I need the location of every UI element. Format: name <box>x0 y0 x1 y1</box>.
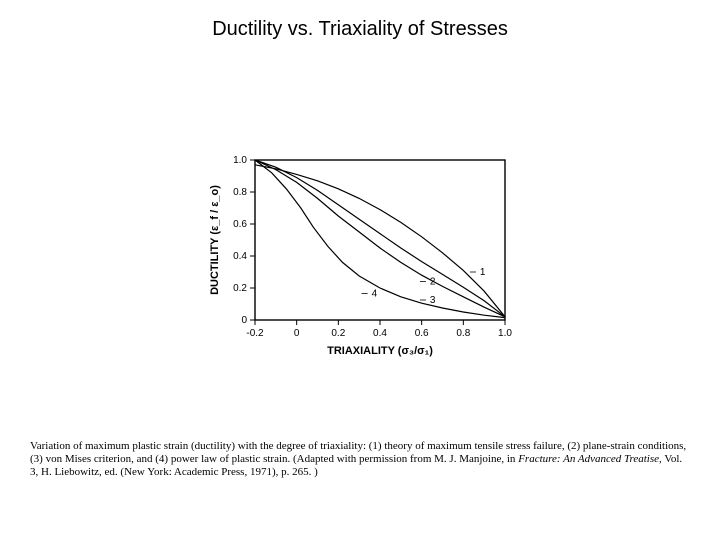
page-title: Ductility vs. Triaxiality of Stresses <box>0 18 720 41</box>
svg-text:0.4: 0.4 <box>233 251 247 262</box>
figure-caption: Variation of maximum plastic strain (duc… <box>30 440 690 480</box>
ductility-chart: -0.2 0 0.2 0.4 0.6 0.8 1.0 0 0.2 0.4 0.6 0.8 1.0 TRIA… <box>200 150 520 370</box>
svg-text:1: 1 <box>480 267 486 278</box>
svg-text:0: 0 <box>294 328 300 339</box>
svg-text:0.8: 0.8 <box>456 328 470 339</box>
svg-text:0.6: 0.6 <box>415 328 429 339</box>
svg-text:4: 4 <box>372 289 378 300</box>
svg-text:1.0: 1.0 <box>498 328 512 339</box>
svg-text:0.4: 0.4 <box>373 328 387 339</box>
svg-text:0.6: 0.6 <box>233 219 247 230</box>
caption-italic: Fracture: An Advanced Treatise <box>518 453 659 465</box>
svg-text:1.0: 1.0 <box>233 155 247 166</box>
svg-text:0.2: 0.2 <box>331 328 345 339</box>
svg-text:TRIAXIALITY (σ₃/σ₁): TRIAXIALITY (σ₃/σ₁) <box>327 345 433 357</box>
svg-text:3: 3 <box>430 295 436 306</box>
svg-text:0: 0 <box>241 315 247 326</box>
svg-text:0.8: 0.8 <box>233 187 247 198</box>
svg-text:-0.2: -0.2 <box>246 328 264 339</box>
svg-text:0.2: 0.2 <box>233 283 247 294</box>
svg-text:DUCTILITY (ε_f / ε_o): DUCTILITY (ε_f / ε_o) <box>209 185 221 295</box>
